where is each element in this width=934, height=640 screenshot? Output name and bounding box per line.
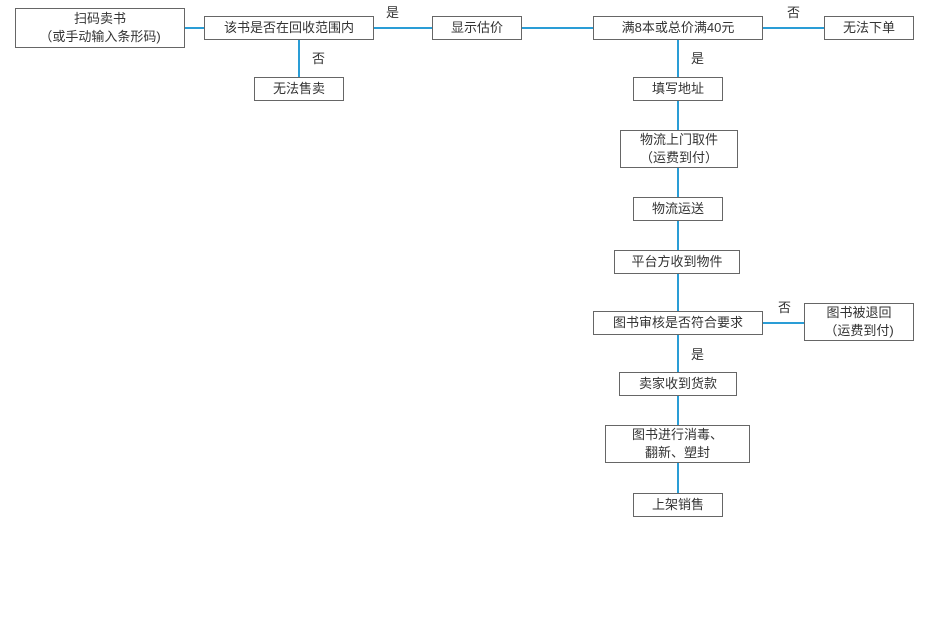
flowchart-edge-label-4: 否 [310, 48, 327, 67]
flowchart-edge-label-3: 否 [785, 2, 802, 21]
flowchart-node-n5: 无法下单 [824, 16, 914, 40]
flowchart-node-n2: 该书是否在回收范围内 [204, 16, 374, 40]
flowchart-edge-label-10: 否 [776, 297, 793, 316]
flowchart-node-n1: 扫码卖书（或手动输入条形码) [15, 8, 185, 48]
flowchart-edge-3 [763, 27, 824, 29]
flowchart-edge-9 [677, 274, 679, 311]
flowchart-edge-1 [374, 27, 432, 29]
flowchart-node-n14: 图书进行消毒、翻新、塑封 [605, 425, 750, 463]
flowchart-node-n4: 满8本或总价满40元 [593, 16, 763, 40]
flowchart-edge-label-11: 是 [689, 344, 706, 363]
flowchart-edge-11 [677, 335, 679, 372]
flowchart-node-n3: 显示估价 [432, 16, 522, 40]
flowchart-node-n10: 平台方收到物件 [614, 250, 740, 274]
flowchart-node-n12: 图书被退回（运费到付) [804, 303, 914, 341]
flowchart-node-n11: 图书审核是否符合要求 [593, 311, 763, 335]
flowchart-node-n8: 物流上门取件（运费到付） [620, 130, 738, 168]
flowchart-node-n9: 物流运送 [633, 197, 723, 221]
flowchart-edge-4 [298, 40, 300, 77]
flowchart-edge-13 [677, 463, 679, 493]
flowchart-edge-2 [522, 27, 593, 29]
flowchart-edge-10 [763, 322, 804, 324]
flowchart-edge-5 [677, 40, 679, 77]
flowchart-node-n13: 卖家收到货款 [619, 372, 737, 396]
flowchart-edge-label-5: 是 [689, 48, 706, 67]
flowchart-node-n6: 无法售卖 [254, 77, 344, 101]
flowchart-edge-0 [185, 27, 204, 29]
flowchart-node-n7: 填写地址 [633, 77, 723, 101]
flowchart-node-n15: 上架销售 [633, 493, 723, 517]
flowchart-edge-label-1: 是 [384, 2, 401, 21]
flowchart-edge-8 [677, 221, 679, 250]
flowchart-edge-6 [677, 101, 679, 130]
flowchart-edge-12 [677, 396, 679, 425]
flowchart-edge-7 [677, 168, 679, 197]
